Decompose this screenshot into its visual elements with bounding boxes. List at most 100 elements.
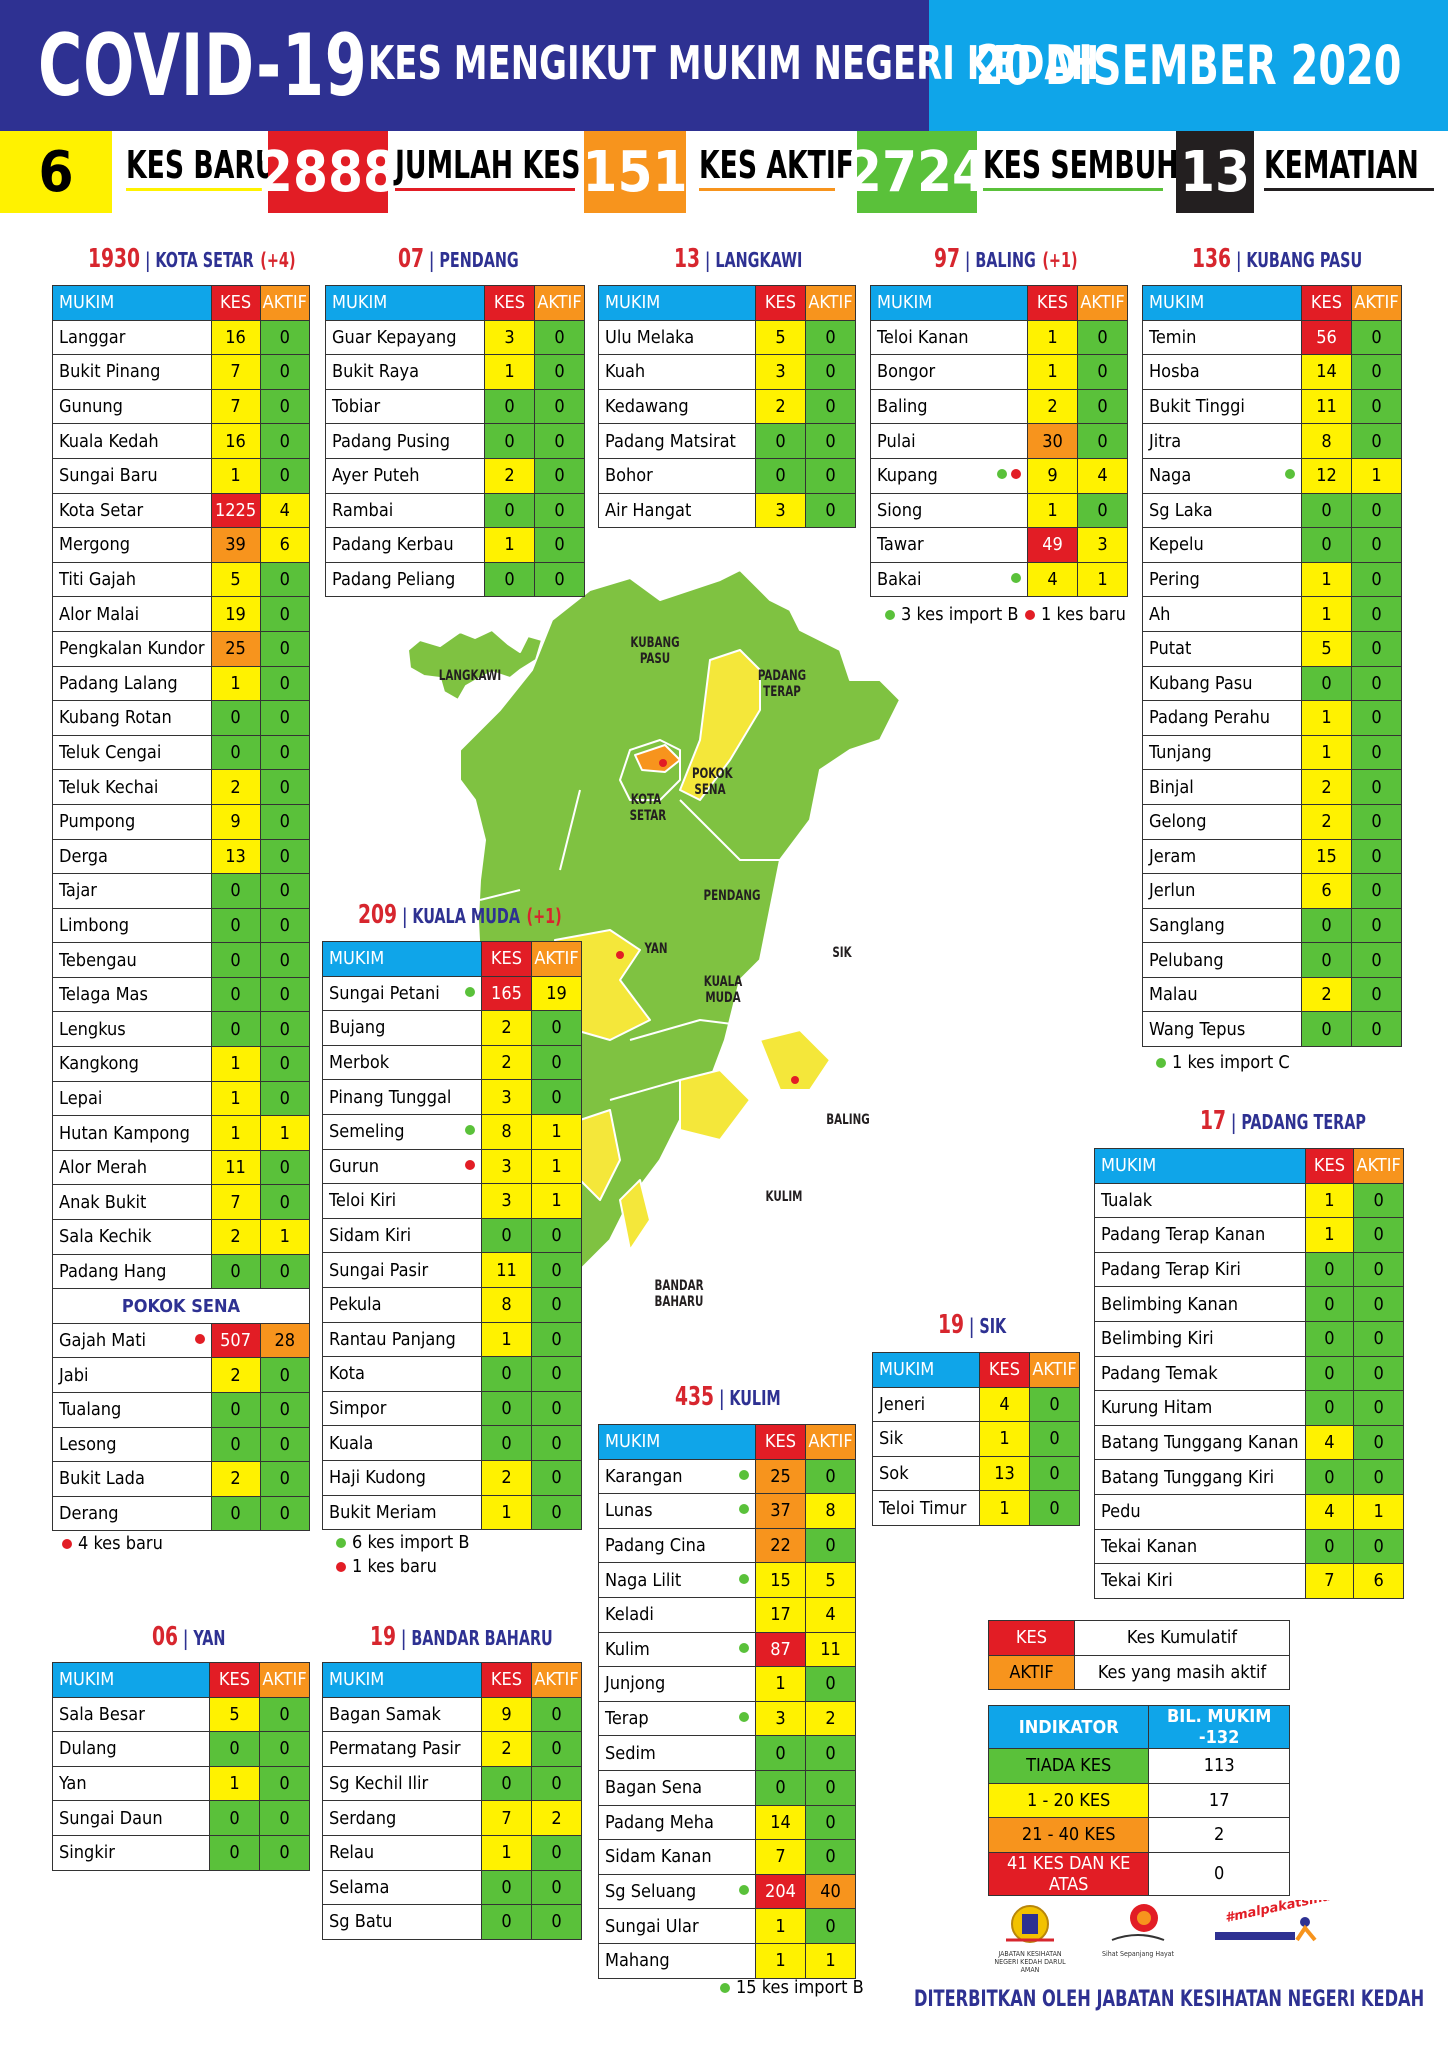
aktif-value: 0 bbox=[531, 1286, 582, 1323]
kes-value: 5 bbox=[210, 561, 261, 598]
mukim-name: Bongor bbox=[870, 354, 1028, 390]
aktif-value: 0 bbox=[1029, 1421, 1080, 1457]
sihat-logo: Sihat Sepanjang Hayat bbox=[1098, 1900, 1178, 1958]
aktif-value: 1 bbox=[259, 1219, 311, 1255]
table-row: Padang Peliang 0 0 bbox=[325, 561, 585, 598]
district-title-kuala_muda: 209 | KUALA MUDA (+1) bbox=[358, 900, 562, 930]
kes-value: 1 bbox=[1301, 561, 1352, 598]
aktif-value: 0 bbox=[259, 561, 311, 598]
col-mukim: MUKIM bbox=[52, 1662, 210, 1698]
table-row: Jitra 8 0 bbox=[1142, 423, 1402, 459]
map-label-langkawi: LANGKAWI bbox=[438, 668, 502, 684]
map-label-pokok-sena: POKOK SENA bbox=[691, 766, 733, 798]
mukim-label: Tebengau bbox=[59, 949, 137, 971]
mukim-label: Padang Pusing bbox=[332, 430, 450, 452]
col-aktif: AKTIF bbox=[534, 285, 585, 321]
mukim-label: Bagan Sena bbox=[605, 1777, 703, 1799]
indicator-row: 21 - 40 KES bbox=[987, 1817, 1150, 1853]
aktif-value: 40 bbox=[805, 1873, 856, 1910]
district-title-yan: 06 | YAN bbox=[152, 1622, 225, 1652]
district-title-kota_setar: 1930 | KOTA SETAR (+4) bbox=[88, 244, 296, 274]
table-row: Kepelu 0 0 bbox=[1142, 527, 1402, 563]
table-bandar_baharu: MUKIM KES AKTIF Bagan Samak 9 0 Permatang Pasi… bbox=[322, 1662, 582, 1940]
aktif-value: 4 bbox=[259, 492, 311, 529]
district-title-pendang: 07 | PENDANG bbox=[398, 244, 519, 274]
table-row: Pering 1 0 bbox=[1142, 561, 1402, 598]
aktif-value: 1 bbox=[531, 1113, 582, 1150]
map-label-kubang-pasu: KUBANG PASU bbox=[630, 635, 680, 667]
aktif-value: 0 bbox=[1351, 838, 1402, 875]
mukim-name: Lesong bbox=[52, 1426, 212, 1463]
mukim-label: Pelubang bbox=[1149, 949, 1224, 971]
mukim-label: Pengkalan Kundor bbox=[59, 638, 205, 660]
table-row: Sungai Ular 1 0 bbox=[598, 1908, 856, 1944]
map-label-kulim: KULIM bbox=[765, 1189, 803, 1205]
kes-value: 2 bbox=[1301, 803, 1352, 840]
mukim-label: Ayer Puteh bbox=[332, 465, 420, 487]
mukim-name: Air Hangat bbox=[598, 492, 756, 529]
table-row: Kota Setar 1225 4 bbox=[52, 492, 311, 529]
kes-value: 0 bbox=[210, 1253, 261, 1290]
indicator-count-header: BIL. MUKIM -132 bbox=[1148, 1705, 1290, 1749]
mukim-name: Alor Malai bbox=[52, 596, 212, 632]
title-separator: | bbox=[960, 248, 976, 272]
table-subheader: POKOK SENA bbox=[52, 1288, 310, 1324]
aktif-value: 1 bbox=[531, 1183, 582, 1219]
aktif-value: 0 bbox=[259, 1765, 310, 1802]
table-row: Sg Batu 0 0 bbox=[322, 1904, 582, 1940]
aktif-value: 0 bbox=[805, 354, 856, 390]
mukim-label: Langgar bbox=[59, 326, 126, 348]
mukim-name: Hutan Kampong bbox=[52, 1115, 212, 1151]
table-row: Dulang 0 0 bbox=[52, 1731, 310, 1767]
aktif-value: 0 bbox=[805, 492, 856, 529]
table-row: Padang Meha 14 0 bbox=[598, 1804, 856, 1841]
col-kes: KES bbox=[1304, 1148, 1355, 1184]
mukim-name: Tualang bbox=[52, 1392, 212, 1428]
note-text: 15 kes import B bbox=[736, 1977, 864, 1998]
table-row: Wang Tepus 0 0 bbox=[1142, 1011, 1402, 1048]
import-case-dot-icon bbox=[739, 1642, 749, 1653]
table-row: Teloi Timur 1 0 bbox=[872, 1490, 1080, 1526]
mukim-name: Simpor bbox=[322, 1390, 482, 1427]
mukim-name: Lunas bbox=[598, 1493, 756, 1529]
table-row: Teluk Cengai 0 0 bbox=[52, 734, 311, 771]
kes-value: 2 bbox=[481, 1731, 532, 1767]
aktif-value: 0 bbox=[1077, 354, 1128, 390]
mukim-name: Tawar bbox=[870, 527, 1028, 563]
mukim-label: Padang Meha bbox=[605, 1811, 714, 1833]
stat-underline-1 bbox=[395, 188, 575, 191]
mukim-label: Alor Merah bbox=[59, 1157, 148, 1179]
table-row: Rambai 0 0 bbox=[325, 492, 585, 529]
mukim-name: Sungai Daun bbox=[52, 1800, 210, 1836]
table-row: Sala Besar 5 0 bbox=[52, 1696, 310, 1733]
aktif-value: 0 bbox=[805, 1458, 856, 1495]
table-row: Air Hangat 3 0 bbox=[598, 492, 856, 529]
stat-value-0: 6 bbox=[0, 131, 112, 213]
aktif-value: 0 bbox=[1353, 1182, 1404, 1219]
mukim-label: Semeling bbox=[329, 1121, 405, 1143]
aktif-value: 0 bbox=[259, 1080, 311, 1117]
map-region-sik-hot bbox=[679, 1069, 751, 1141]
indicator-row: TIADA KES bbox=[987, 1748, 1150, 1784]
mukim-label: Sedim bbox=[605, 1742, 656, 1764]
map-label-sik: SIK bbox=[832, 945, 852, 961]
aktif-value: 0 bbox=[805, 1735, 856, 1771]
mukim-name: Sala Besar bbox=[52, 1696, 210, 1733]
mukim-name: Belimbing Kiri bbox=[1094, 1320, 1306, 1357]
table-note: 1 kes baru bbox=[336, 1556, 437, 1577]
mukim-name: Sik bbox=[872, 1421, 980, 1457]
mukim-label: Bukit Meriam bbox=[329, 1501, 437, 1523]
kes-value: 0 bbox=[1301, 942, 1352, 978]
map-label-baling: BALING bbox=[826, 1112, 870, 1128]
mukim-label: Kuala bbox=[329, 1432, 374, 1454]
kes-value: 507 bbox=[210, 1322, 261, 1359]
aktif-value: 6 bbox=[1353, 1563, 1404, 1599]
table-row: Rantau Panjang 1 0 bbox=[322, 1321, 582, 1358]
mukim-name: Ayer Puteh bbox=[325, 457, 485, 494]
table-row: Guar Kepayang 3 0 bbox=[325, 319, 585, 356]
table-row: Sungai Daun 0 0 bbox=[52, 1800, 310, 1836]
aktif-value: 0 bbox=[1351, 873, 1402, 909]
mukim-label: Padang Peliang bbox=[332, 569, 456, 591]
aktif-value: 1 bbox=[1353, 1493, 1404, 1530]
title-separator: | bbox=[714, 1386, 730, 1410]
